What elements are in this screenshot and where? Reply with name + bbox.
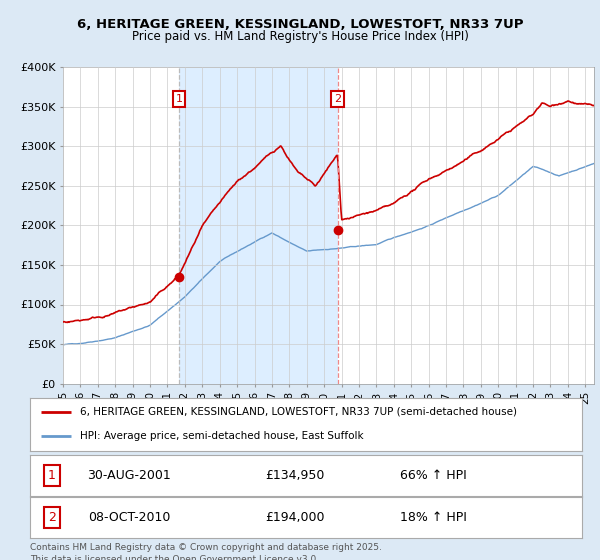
Text: 18% ↑ HPI: 18% ↑ HPI [400, 511, 466, 524]
Text: £194,000: £194,000 [265, 511, 325, 524]
Text: 2: 2 [48, 511, 56, 524]
Text: 30-AUG-2001: 30-AUG-2001 [88, 469, 171, 482]
Text: HPI: Average price, semi-detached house, East Suffolk: HPI: Average price, semi-detached house,… [80, 431, 364, 441]
Text: £134,950: £134,950 [265, 469, 325, 482]
Text: 08-OCT-2010: 08-OCT-2010 [88, 511, 170, 524]
Text: Contains HM Land Registry data © Crown copyright and database right 2025.
This d: Contains HM Land Registry data © Crown c… [30, 543, 382, 560]
Text: 6, HERITAGE GREEN, KESSINGLAND, LOWESTOFT, NR33 7UP (semi-detached house): 6, HERITAGE GREEN, KESSINGLAND, LOWESTOF… [80, 407, 517, 417]
Text: Price paid vs. HM Land Registry's House Price Index (HPI): Price paid vs. HM Land Registry's House … [131, 30, 469, 44]
Text: 2: 2 [334, 94, 341, 104]
Bar [179, 67, 338, 384]
Text: 1: 1 [48, 469, 56, 482]
Text: 1: 1 [175, 94, 182, 104]
Text: 66% ↑ HPI: 66% ↑ HPI [400, 469, 466, 482]
Text: 6, HERITAGE GREEN, KESSINGLAND, LOWESTOFT, NR33 7UP: 6, HERITAGE GREEN, KESSINGLAND, LOWESTOF… [77, 17, 523, 31]
